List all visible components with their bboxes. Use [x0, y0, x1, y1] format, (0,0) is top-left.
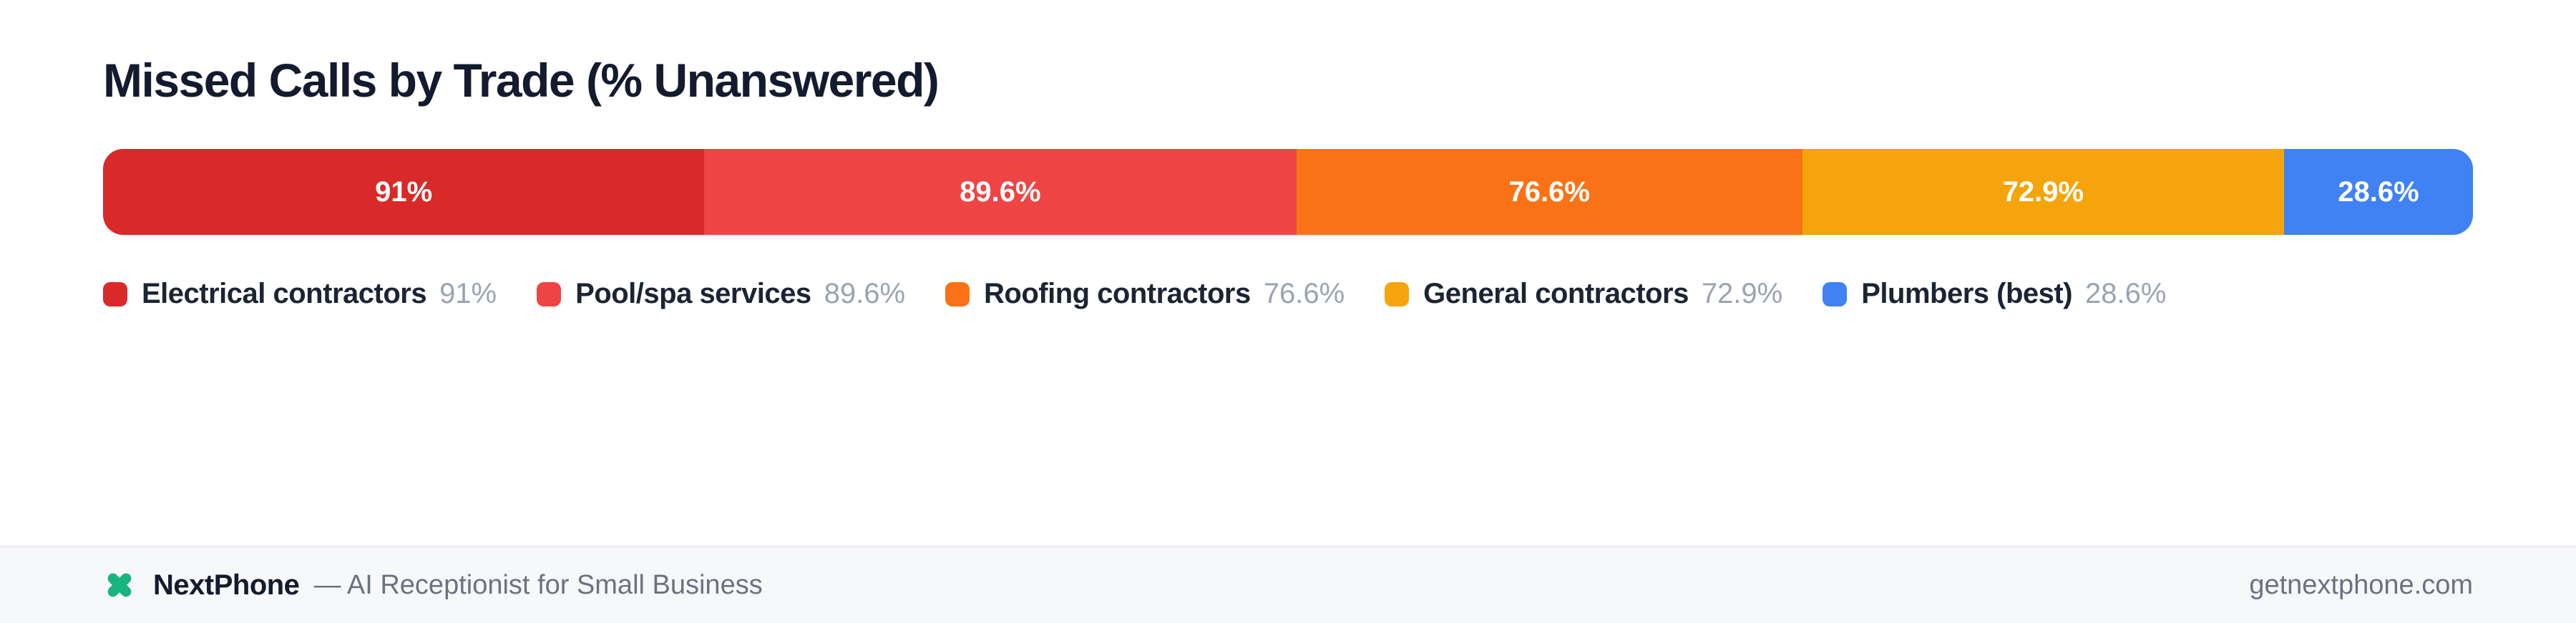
legend-label: Plumbers (best) — [1861, 278, 2073, 309]
bar-segment-4: 28.6% — [2283, 149, 2473, 235]
legend-value: 89.6% — [824, 278, 906, 309]
website-url: getnextphone.com — [2249, 569, 2473, 600]
bar-segment-3: 72.9% — [1802, 149, 2284, 235]
legend-item-4: Plumbers (best) 28.6% — [1823, 278, 2166, 310]
legend-item-3: General contractors 72.9% — [1385, 278, 1782, 310]
bar-segment-value-label: 28.6% — [2338, 175, 2419, 208]
bar-segment-value-label: 91% — [375, 175, 433, 208]
legend-label: Roofing contractors — [984, 278, 1251, 309]
brand-tagline: — AI Receptionist for Small Business — [313, 569, 763, 600]
legend-label: General contractors — [1423, 278, 1689, 309]
legend-swatch-icon — [537, 281, 562, 306]
legend-item-1: Pool/spa services 89.6% — [537, 278, 905, 310]
legend-value: 72.9% — [1701, 278, 1783, 309]
legend-swatch-icon — [1823, 281, 1848, 306]
legend-value: 76.6% — [1263, 278, 1345, 309]
legend-label: Pool/spa services — [575, 278, 811, 309]
stacked-bar: 91% 89.6% 76.6% 72.9% 28.6% — [103, 149, 2473, 235]
chart-area: Missed Calls by Trade (% Unanswered) 91%… — [0, 0, 2576, 310]
legend-swatch-icon — [103, 281, 127, 306]
bar-segment-2: 76.6% — [1296, 149, 1802, 235]
brand-name: NextPhone — [153, 569, 300, 601]
legend-item-2: Roofing contractors 76.6% — [945, 278, 1345, 310]
footer-bar: NextPhone — AI Receptionist for Small Bu… — [0, 546, 2576, 623]
page-title: Missed Calls by Trade (% Unanswered) — [103, 54, 940, 107]
legend-value: 28.6% — [2085, 278, 2167, 309]
legend-value: 91% — [439, 278, 497, 309]
legend-swatch-icon — [1385, 281, 1410, 306]
legend-item-0: Electrical contractors 91% — [103, 278, 497, 310]
bar-segment-0: 91% — [103, 149, 705, 235]
legend: Electrical contractors 91% Pool/spa servic… — [103, 278, 2473, 310]
bar-segment-value-label: 72.9% — [2002, 175, 2084, 208]
bar-segment-value-label: 89.6% — [960, 175, 1041, 208]
bar-segment-1: 89.6% — [704, 149, 1297, 235]
footer-brand-group: NextPhone — AI Receptionist for Small Bu… — [103, 569, 763, 602]
bar-segment-value-label: 76.6% — [1508, 175, 1590, 208]
nextphone-logo-icon — [103, 569, 136, 602]
legend-label: Electrical contractors — [142, 278, 427, 309]
legend-swatch-icon — [945, 281, 970, 306]
